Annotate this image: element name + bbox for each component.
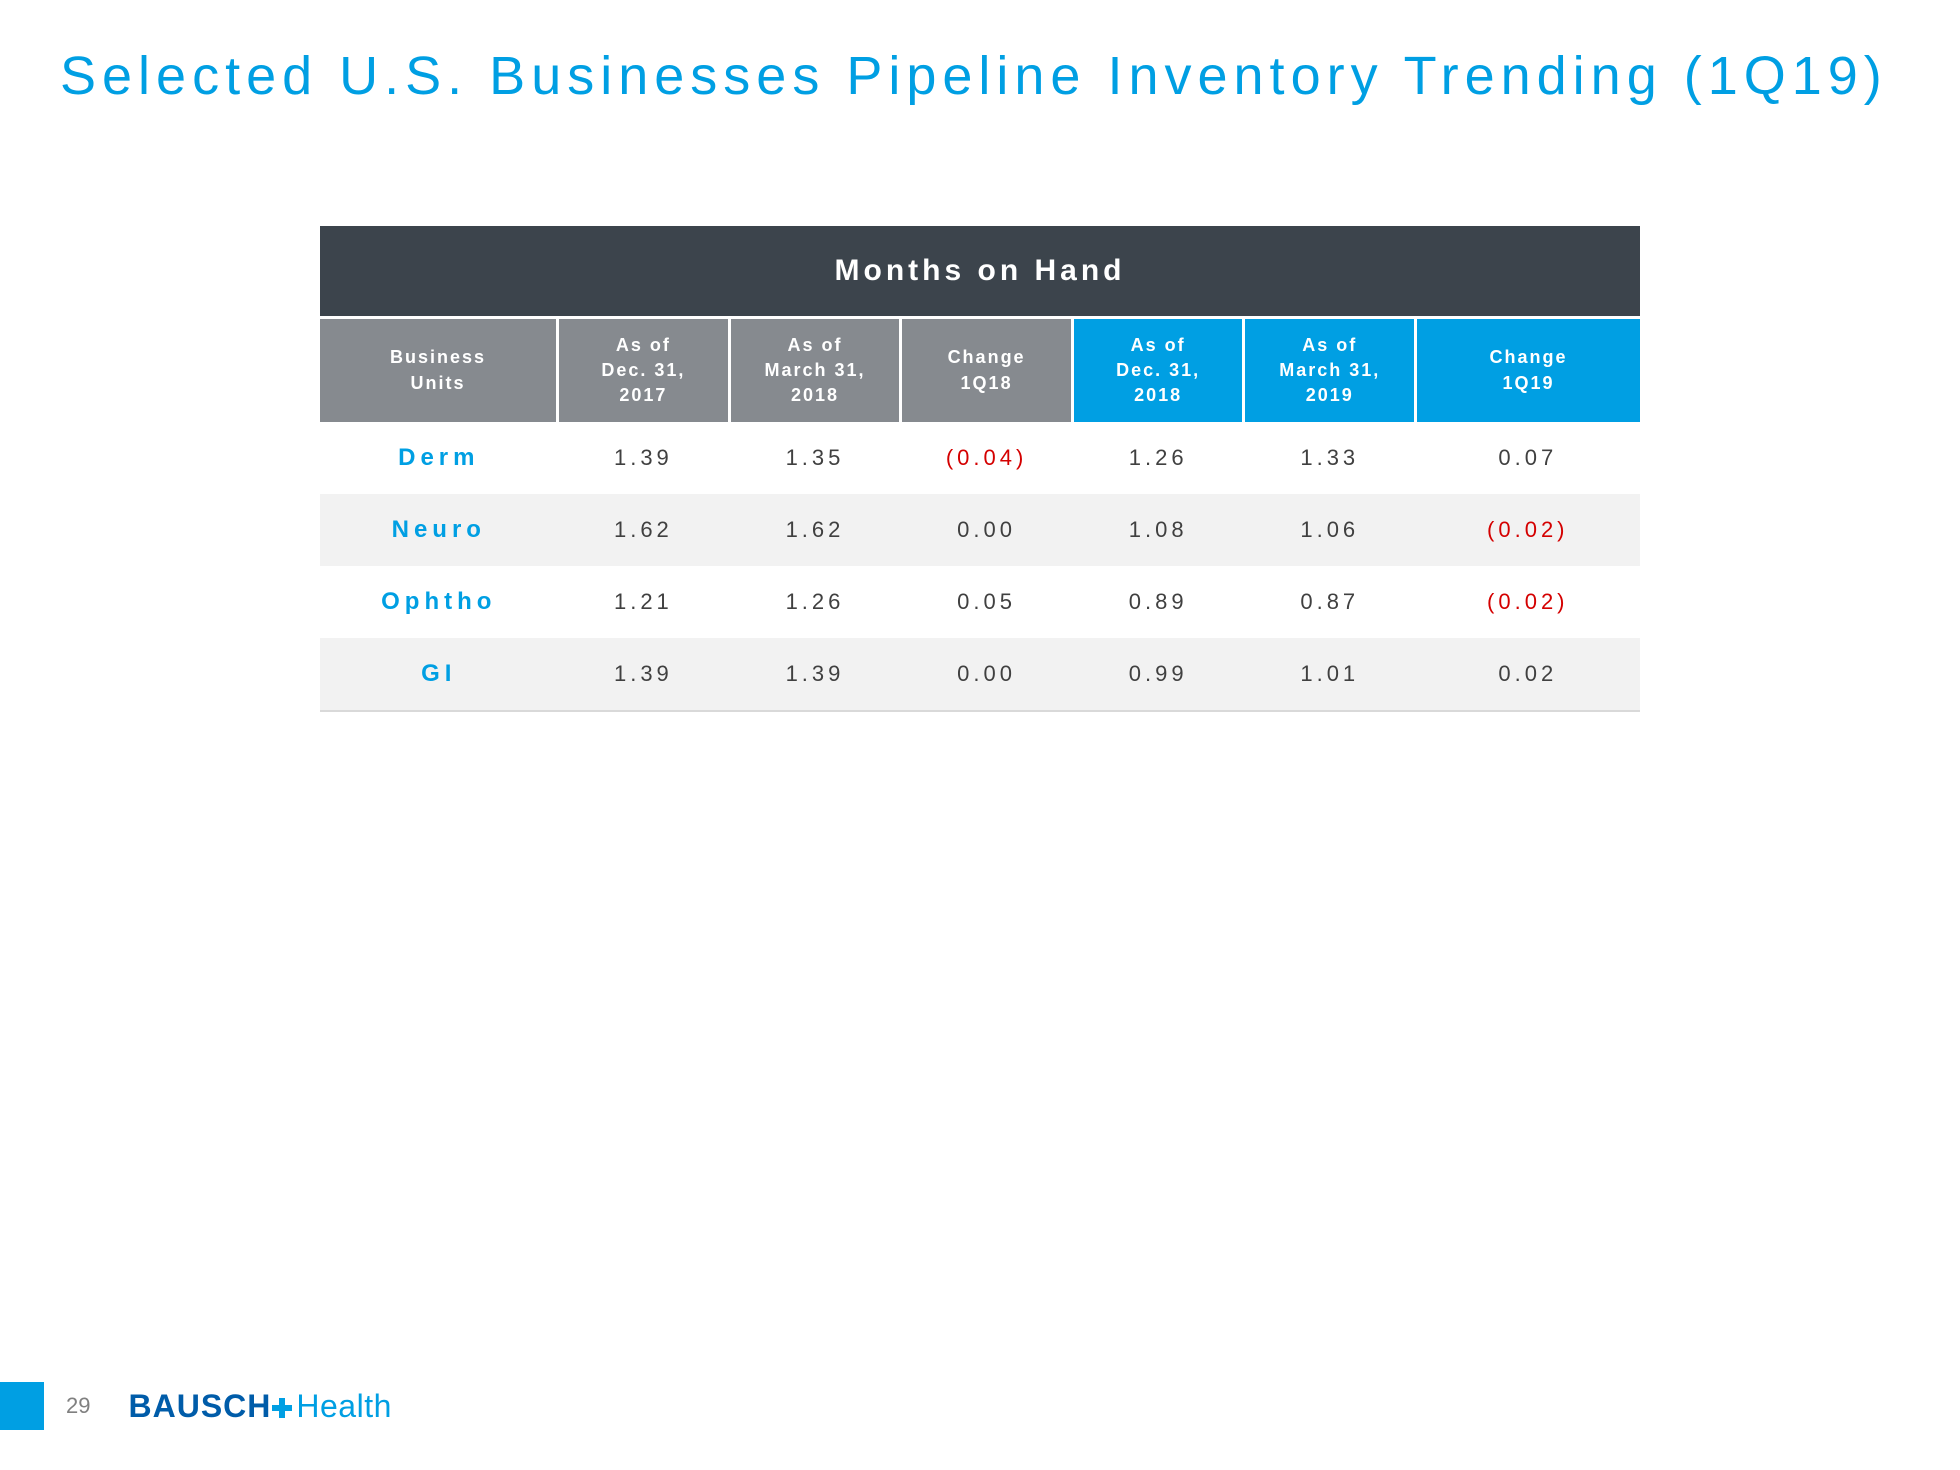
- table-cell: 1.35: [729, 422, 901, 494]
- column-header-4: As ofDec. 31,2018: [1072, 317, 1244, 422]
- table-cell: 1.26: [729, 566, 901, 638]
- table-cell: 0.00: [901, 494, 1073, 566]
- table-row: Neuro1.621.620.001.081.06(0.02): [320, 494, 1640, 566]
- table-cell: (0.02): [1416, 566, 1640, 638]
- page-number: 29: [66, 1393, 90, 1419]
- table-cell: 1.08: [1072, 494, 1244, 566]
- table-cell: 0.00: [901, 638, 1073, 711]
- column-header-3: Change1Q18: [901, 317, 1073, 422]
- plus-icon: [272, 1398, 292, 1418]
- table-body: Derm1.391.35(0.04)1.261.330.07Neuro1.621…: [320, 422, 1640, 711]
- table-cell: 1.26: [1072, 422, 1244, 494]
- business-unit-label: Neuro: [320, 494, 558, 566]
- table-cell: 1.39: [558, 638, 730, 711]
- column-header-0: BusinessUnits: [320, 317, 558, 422]
- footer-accent-bar: [0, 1382, 44, 1430]
- slide-footer: 29 BAUSCH Health: [0, 1382, 392, 1430]
- table-cell: (0.04): [901, 422, 1073, 494]
- table-cell: 1.39: [729, 638, 901, 711]
- table-cell: 1.33: [1244, 422, 1416, 494]
- column-header-5: As ofMarch 31,2019: [1244, 317, 1416, 422]
- logo-text-bausch: BAUSCH: [128, 1388, 271, 1425]
- column-header-1: As ofDec. 31,2017: [558, 317, 730, 422]
- table-cell: 0.07: [1416, 422, 1640, 494]
- business-unit-label: Ophtho: [320, 566, 558, 638]
- table-cell: 0.02: [1416, 638, 1640, 711]
- table-cell: 0.99: [1072, 638, 1244, 711]
- table-row: Ophtho1.211.260.050.890.87(0.02): [320, 566, 1640, 638]
- column-header-6: Change1Q19: [1416, 317, 1640, 422]
- company-logo: BAUSCH Health: [128, 1388, 391, 1425]
- table-row: GI1.391.390.000.991.010.02: [320, 638, 1640, 711]
- business-unit-label: GI: [320, 638, 558, 711]
- logo-text-health: Health: [296, 1388, 392, 1425]
- table-banner-row: Months on Hand: [320, 224, 1640, 317]
- table-cell: 1.01: [1244, 638, 1416, 711]
- table-cell: 0.87: [1244, 566, 1416, 638]
- business-unit-label: Derm: [320, 422, 558, 494]
- table-cell: 1.39: [558, 422, 730, 494]
- table-cell: 0.89: [1072, 566, 1244, 638]
- slide-title: Selected U.S. Businesses Pipeline Invent…: [60, 40, 1900, 113]
- table-cell: 1.21: [558, 566, 730, 638]
- table-row: Derm1.391.35(0.04)1.261.330.07: [320, 422, 1640, 494]
- table-banner: Months on Hand: [320, 224, 1640, 317]
- table-cell: 0.05: [901, 566, 1073, 638]
- table-header-row: BusinessUnitsAs ofDec. 31,2017As ofMarch…: [320, 317, 1640, 422]
- table-cell: (0.02): [1416, 494, 1640, 566]
- table-cell: 1.06: [1244, 494, 1416, 566]
- inventory-table: Months on Hand BusinessUnitsAs ofDec. 31…: [320, 223, 1640, 713]
- table-cell: 1.62: [729, 494, 901, 566]
- table-cell: 1.62: [558, 494, 730, 566]
- column-header-2: As ofMarch 31,2018: [729, 317, 901, 422]
